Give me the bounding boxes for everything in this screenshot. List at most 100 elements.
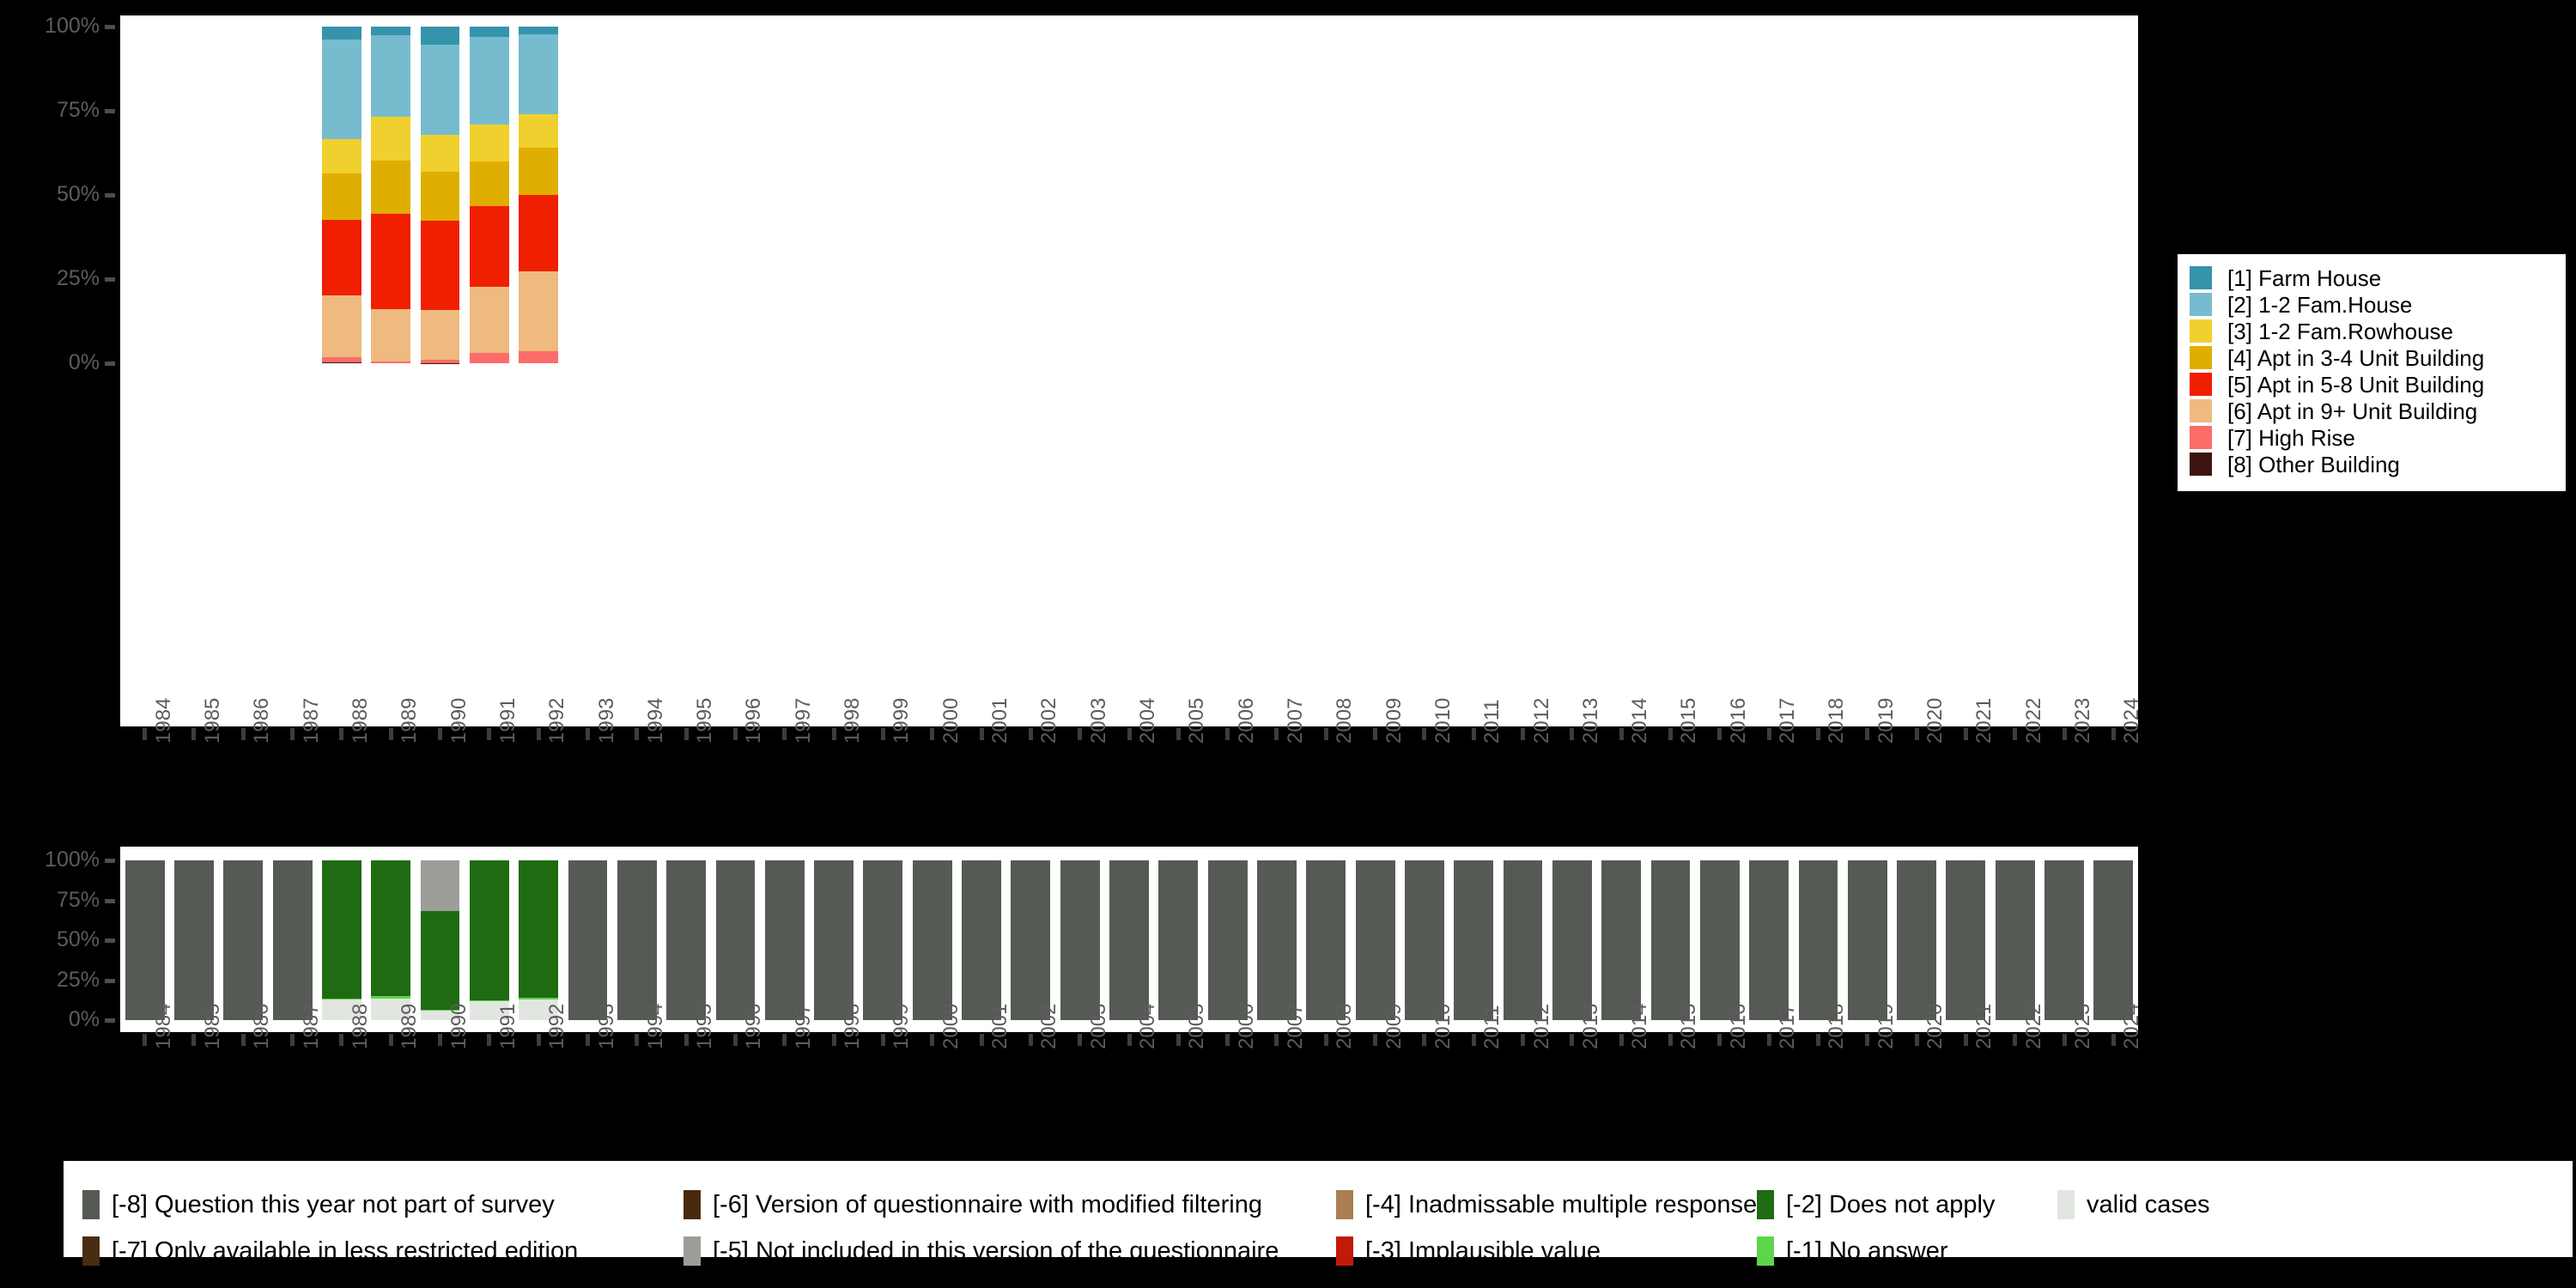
main-x-tick (930, 728, 935, 740)
bar-segment (322, 295, 361, 357)
main-x-tick (191, 728, 197, 740)
status-legend-label: [-5] Not included in this version of the… (713, 1236, 1279, 1265)
main-x-tick-label-2016: 2016 (1726, 697, 1750, 744)
status-segment (1207, 860, 1248, 1020)
status-segment (223, 860, 264, 1020)
main-x-tick-label-1993: 1993 (594, 697, 618, 744)
status-x-tick (191, 1034, 197, 1046)
status-x-tick-label-2021: 2021 (1972, 1003, 1996, 1049)
main-x-tick (1127, 728, 1132, 740)
status-bar-2010 (1404, 860, 1444, 1020)
status-segment (1060, 860, 1100, 1020)
main-x-tick-label-2013: 2013 (1578, 697, 1602, 744)
main-x-tick-label-2008: 2008 (1333, 697, 1357, 744)
main-y-tick (105, 361, 115, 366)
status-legend-item-3: [-6] Version of questionnaire with modif… (683, 1190, 1262, 1219)
status-x-tick-label-2004: 2004 (1136, 1003, 1159, 1049)
main-x-tick (290, 728, 295, 740)
status-x-tick (1274, 1034, 1279, 1046)
status-x-tick (1373, 1034, 1378, 1046)
main-x-tick-label-2010: 2010 (1431, 697, 1455, 744)
status-bar-2006 (1207, 860, 1248, 1020)
main-x-tick (880, 728, 885, 740)
legend-label: [1] Farm House (2227, 264, 2382, 291)
status-y-tick-label: 75% (56, 887, 100, 912)
status-segment (2044, 860, 2084, 1020)
main-x-tick (1619, 728, 1624, 740)
status-legend-label: [-8] Question this year not part of surv… (112, 1190, 555, 1218)
status-x-tick (880, 1034, 885, 1046)
status-legend-label: valid cases (2087, 1190, 2210, 1218)
main-x-tick-label-2021: 2021 (1972, 697, 1996, 744)
status-x-tick (1323, 1034, 1328, 1046)
bar-segment (469, 205, 509, 288)
main-x-tick-label-2020: 2020 (1923, 697, 1947, 744)
status-segment (371, 998, 411, 1020)
status-y-tick-label: 25% (56, 967, 100, 992)
main-x-tick (1028, 728, 1033, 740)
status-segment (371, 996, 411, 999)
status-y-tick (105, 859, 115, 863)
stacked-bar-1992 (519, 27, 559, 363)
status-segment (1355, 860, 1395, 1020)
main-x-tick (1521, 728, 1526, 740)
status-bar-1998 (814, 860, 854, 1020)
status-x-tick-label-2015: 2015 (1677, 1003, 1701, 1049)
status-bar-1992 (519, 860, 559, 1020)
status-bar-2015 (1650, 860, 1691, 1020)
status-bar-2007 (1257, 860, 1297, 1020)
main-x-tick (732, 728, 738, 740)
main-x-tick-label-2023: 2023 (2071, 697, 2095, 744)
status-x-tick (438, 1034, 443, 1046)
status-x-tick-label-2018: 2018 (1825, 1003, 1849, 1049)
bar-segment (519, 350, 559, 363)
bar-segment (519, 195, 559, 272)
main-x-tick (1373, 728, 1378, 740)
legend-swatch (2190, 373, 2212, 396)
status-segment (371, 860, 411, 997)
status-segment (1257, 860, 1297, 1020)
bar-segment (371, 27, 411, 36)
stacked-bar-1988 (322, 27, 361, 363)
status-x-tick-label-2014: 2014 (1628, 1003, 1652, 1049)
status-bar-2017 (1749, 860, 1789, 1020)
status-bar-2008 (1306, 860, 1346, 1020)
status-legend-item-4: [-5] Not included in this version of the… (683, 1236, 1279, 1266)
status-x-tick (930, 1034, 935, 1046)
status-legend-swatch (82, 1190, 100, 1219)
main-x-tick (388, 728, 393, 740)
status-segment (420, 910, 460, 1010)
status-x-tick-label-2007: 2007 (1283, 1003, 1307, 1049)
status-legend-swatch (1757, 1236, 1774, 1266)
status-legend-item-9: valid cases (2057, 1190, 2209, 1219)
status-y-tick (105, 898, 115, 903)
main-x-tick (1323, 728, 1328, 740)
legend-swatch (2190, 346, 2212, 369)
status-segment (1601, 860, 1642, 1020)
status-bar-1986 (223, 860, 264, 1020)
legend-label: [8] Other Building (2227, 451, 2400, 477)
bar-segment (420, 172, 460, 222)
status-x-tick (831, 1034, 836, 1046)
legend-item-5: [5] Apt in 5-8 Unit Building (2190, 371, 2554, 398)
status-x-tick (143, 1034, 148, 1046)
status-y-tick (105, 978, 115, 983)
status-legend-item-6: [-3] Implausible value (1336, 1236, 1601, 1266)
status-segment (125, 860, 165, 1020)
status-x-tick-label-1990: 1990 (447, 1003, 471, 1049)
status-segment (420, 1009, 460, 1011)
legend-swatch (2190, 399, 2212, 422)
bar-segment (371, 160, 411, 214)
main-x-tick (1471, 728, 1476, 740)
main-x-tick (1078, 728, 1083, 740)
main-x-tick-label-1988: 1988 (348, 697, 372, 744)
main-x-tick-label-2018: 2018 (1825, 697, 1849, 744)
main-x-tick (2062, 728, 2067, 740)
main-x-tick-label-2005: 2005 (1185, 697, 1209, 744)
status-segment (1650, 860, 1691, 1020)
main-x-tick (536, 728, 541, 740)
status-bar-1996 (715, 860, 756, 1020)
status-x-tick-label-1986: 1986 (250, 1003, 274, 1049)
main-x-tick (339, 728, 344, 740)
